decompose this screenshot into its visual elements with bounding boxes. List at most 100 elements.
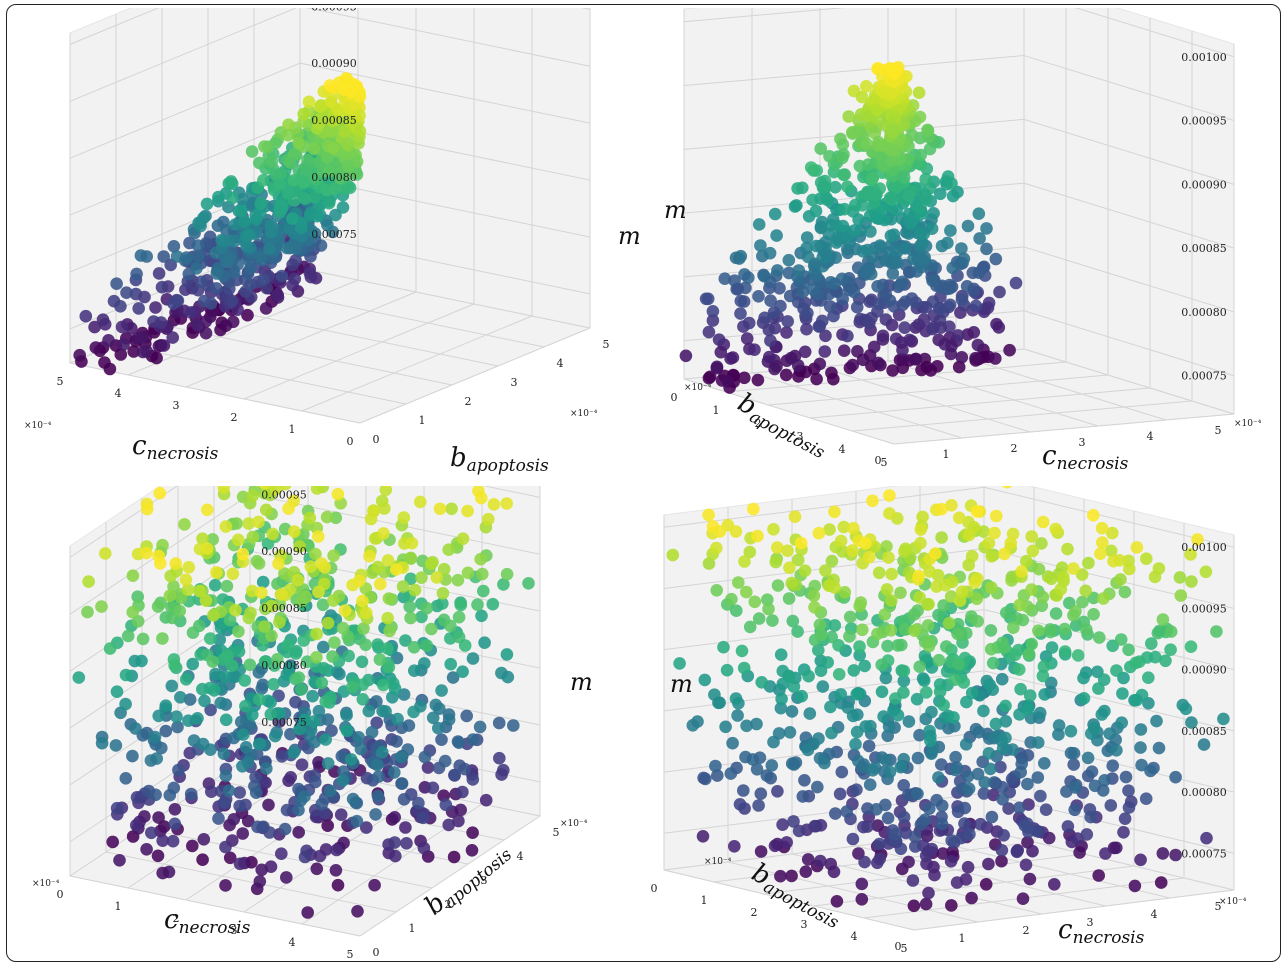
data-point (822, 287, 836, 301)
data-point (278, 567, 291, 580)
data-point (855, 90, 869, 104)
data-point (275, 847, 288, 860)
data-point (329, 113, 343, 126)
y-tick-label: 0 (895, 940, 902, 953)
data-point (971, 615, 984, 628)
data-point (268, 729, 282, 743)
data-point (356, 594, 369, 608)
data-point (970, 505, 984, 518)
data-point (770, 229, 783, 242)
data-point (935, 758, 948, 771)
data-point (935, 502, 948, 516)
data-point (272, 557, 285, 570)
data-point (237, 728, 250, 741)
data-point (998, 547, 1011, 561)
data-point (346, 680, 359, 694)
data-point (827, 865, 841, 879)
data-point (326, 650, 339, 663)
data-point (1000, 606, 1013, 620)
data-point (1071, 649, 1085, 662)
data-point (479, 793, 493, 807)
data-point (1009, 276, 1023, 290)
data-point (438, 754, 452, 768)
data-point (963, 827, 976, 841)
data-point (220, 224, 233, 237)
data-point (673, 657, 686, 670)
data-point (897, 674, 911, 688)
data-point (266, 527, 279, 541)
data-point (783, 561, 796, 574)
data-point (265, 155, 279, 168)
data-point (444, 657, 458, 671)
data-point (493, 751, 506, 765)
data-point (1034, 789, 1047, 803)
data-point (710, 584, 723, 597)
data-point (1025, 530, 1038, 543)
data-point (698, 673, 712, 687)
data-point (1071, 832, 1084, 845)
data-point (798, 345, 812, 359)
data-point (273, 177, 287, 191)
data-point (847, 664, 861, 677)
data-point (353, 109, 366, 122)
data-point (742, 271, 755, 285)
data-point (860, 137, 873, 151)
data-point (1169, 770, 1182, 784)
data-point (711, 769, 724, 782)
data-point (860, 80, 873, 93)
data-point (742, 316, 756, 330)
data-point (206, 655, 220, 668)
z-tick-label: 0.00095 (261, 488, 307, 501)
data-point (495, 768, 508, 781)
data-point (754, 787, 768, 800)
data-point (725, 592, 738, 606)
data-point (913, 660, 926, 673)
data-point (988, 526, 1001, 540)
data-point (236, 827, 249, 840)
data-point (788, 510, 802, 523)
data-point (863, 316, 876, 330)
data-point (244, 278, 257, 291)
data-point (860, 188, 874, 201)
data-point (720, 663, 734, 677)
data-point (363, 549, 376, 563)
z-tick-label: 0.00085 (311, 114, 357, 127)
data-point (413, 495, 427, 509)
grid-line (767, 374, 1109, 406)
data-point (381, 611, 395, 625)
data-point (305, 224, 318, 237)
data-point (353, 90, 367, 103)
data-point (1067, 758, 1080, 771)
data-point (166, 331, 179, 344)
data-point (982, 857, 995, 871)
data-point (856, 199, 869, 212)
data-point (147, 315, 160, 328)
data-point (746, 753, 760, 766)
x-exponent: ×10⁻⁴ (32, 879, 60, 889)
grid-line (855, 845, 1107, 907)
data-point (1049, 607, 1063, 620)
data-point (1164, 625, 1178, 638)
x-tick-label: 3 (173, 399, 180, 412)
data-point (246, 489, 259, 503)
data-point (879, 313, 893, 326)
data-point (126, 569, 140, 582)
data-point (190, 262, 203, 275)
data-point (785, 869, 798, 883)
data-point (806, 283, 820, 296)
x-tick-label: 5 (901, 942, 908, 955)
data-point (227, 813, 241, 826)
data-point (132, 302, 145, 315)
grid-line (127, 767, 309, 889)
data-point (914, 536, 927, 550)
data-point (897, 810, 911, 824)
data-point (465, 844, 479, 857)
data-point (947, 711, 960, 724)
data-point (115, 320, 129, 334)
data-point (1191, 533, 1204, 546)
data-point (782, 670, 796, 684)
data-point (768, 362, 781, 376)
data-point (312, 756, 325, 769)
data-point (1164, 643, 1177, 656)
